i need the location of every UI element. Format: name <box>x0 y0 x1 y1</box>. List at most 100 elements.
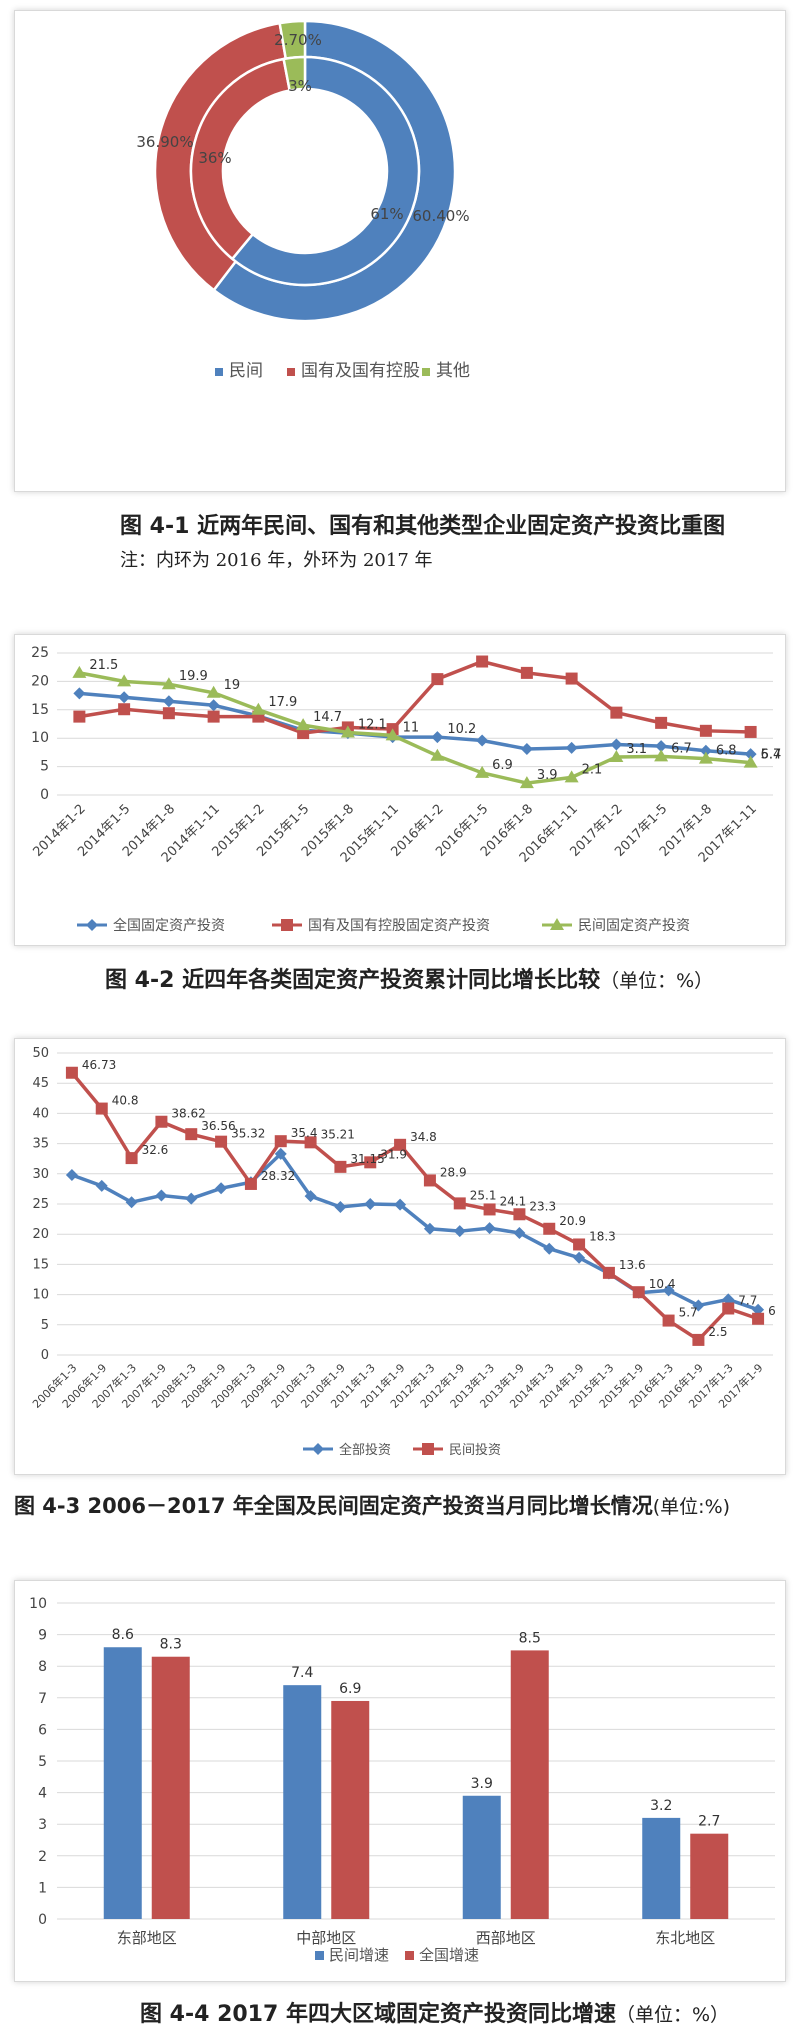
line1-series-0-point-12 <box>610 738 623 751</box>
line1-series-0-point-11 <box>565 741 578 754</box>
chart-1-caption: 图 4-1 近两年民间、国有和其他类型企业固定资产投资比重图 <box>120 508 725 540</box>
chart-4-caption-unit: （单位：%） <box>615 2004 730 2026</box>
donut-inner-label-2: 3% <box>288 77 312 95</box>
line2-series-1-label-16: 20.9 <box>559 1214 586 1228</box>
line1-series-2-label-6: 12.1 <box>358 718 387 733</box>
line2-series-1-label-0: 46.73 <box>82 1058 116 1072</box>
line2-series-1-label-21: 2.5 <box>708 1325 727 1339</box>
chart-2-panel: 0 5 10 15 20 25 2014年1-2 2014年1-5 2014年1-8 2014年1… <box>14 634 786 946</box>
line1-series-2-label-2: 19.9 <box>179 669 208 684</box>
line2-series-0-point-0 <box>65 1169 78 1182</box>
line2-series-1-point-18 <box>602 1266 615 1279</box>
line2-series-1-label-20: 5.7 <box>679 1306 698 1320</box>
line2-series-1-point-19 <box>632 1286 645 1299</box>
line2-series-1-point-12 <box>423 1174 436 1187</box>
line1-series-2-label-11: 2.1 <box>582 762 603 777</box>
chart-4-panel: 0 1 2 3 4 5 6 7 8 9 10 8.6 8.3 东部地区 7.4 6.9 中部地区 3.9 8.5 西部… <box>14 1580 786 1982</box>
line1-series-1-point-14 <box>699 724 712 737</box>
line-chart-1: 05101520252014年1-22014年1-52014年1-82014年1… <box>30 645 782 934</box>
line1-series-2-label-13: 6.7 <box>671 741 692 756</box>
line1-legend-marker-1 <box>281 919 293 931</box>
line2-series-1-point-22 <box>722 1302 735 1315</box>
bars-series-1-label-3: 2.7 <box>698 1814 720 1830</box>
bars-ytick-10: 10 <box>29 1596 47 1612</box>
line1-series-2-point-15 <box>743 755 758 768</box>
line2-series-1-point-7 <box>274 1135 287 1148</box>
line1-series-1-line <box>79 659 751 735</box>
chart-3-caption-text: 图 4-3 2006－2017 年全国及民间固定资产投资当月同比增长情况 <box>14 1494 653 1518</box>
line2-ytick-6: 30 <box>32 1167 49 1182</box>
line2-series-1-label-15: 23.3 <box>529 1199 556 1213</box>
bars-ytick-8: 8 <box>38 1659 47 1675</box>
line2-series-1-point-11 <box>394 1138 407 1151</box>
bars-xtick-1: 中部地区 <box>296 1929 356 1947</box>
line1-series-2-point-5 <box>296 718 311 731</box>
bars-ytick-2: 2 <box>38 1849 47 1865</box>
line1-series-0-point-10 <box>520 742 533 755</box>
bars-xtick-0: 东部地区 <box>117 1929 177 1947</box>
line1-series-2-label-15: 6.4 <box>761 748 782 763</box>
line2-series-1-label-5: 35.32 <box>231 1127 265 1141</box>
bars-series-0-label-3: 3.2 <box>650 1798 672 1814</box>
line2-series-0-point-17 <box>573 1251 586 1264</box>
line1-series-2-point-4 <box>251 702 266 715</box>
line2-series-0-point-8 <box>304 1190 317 1203</box>
line2-series-0-point-3 <box>155 1189 168 1202</box>
bars-series-0-bar-1 <box>283 1685 322 1919</box>
line2-series-1-label-4: 36.56 <box>201 1119 235 1133</box>
line2-series-1-point-14 <box>483 1203 496 1216</box>
line2-series-1-point-2 <box>125 1152 138 1165</box>
line1-series-2-label-14: 6.8 <box>716 744 737 759</box>
bars-ytick-3: 3 <box>38 1817 47 1833</box>
line2-ytick-10: 50 <box>32 1046 49 1061</box>
line1-series-0-point-0 <box>73 687 86 700</box>
line2-series-1-label-18: 13.6 <box>619 1258 646 1272</box>
line1-series-2-point-3 <box>206 685 221 698</box>
line2-series-0-point-23 <box>752 1303 765 1316</box>
line2-ytick-4: 20 <box>32 1227 49 1242</box>
line1-ytick-2: 10 <box>31 730 49 746</box>
line2-series-0-point-2 <box>125 1196 138 1209</box>
line-chart-2: 051015202530354045502006年1-32006年1-92007… <box>29 1046 775 1458</box>
donut-inner-label-1: 36% <box>198 149 231 167</box>
chart-3-panel: 0 5 10 15 20 25 30 35 40 45 50 2006年1-3 2006年1-9 2007… <box>14 1038 786 1475</box>
line1-series-2-point-11 <box>564 770 579 783</box>
line1-series-0-label-8: 10.2 <box>447 722 476 737</box>
line1-series-2-label-5: 14.7 <box>313 710 342 725</box>
chart-2-caption: 图 4-2 近四年各类固定资产投资累计同比增长比较（单位：%） <box>105 962 713 994</box>
chart-4-caption: 图 4-4 2017 年四大区域固定资产投资同比增速（单位：%） <box>140 1996 729 2028</box>
line2-series-1-point-9 <box>334 1160 347 1173</box>
bars-series-1-bar-0 <box>151 1656 190 1919</box>
bars-ytick-1: 1 <box>38 1880 47 1896</box>
donut-inner-slice-0 <box>230 55 421 287</box>
line2-series-1-point-13 <box>453 1197 466 1210</box>
line1-ytick-4: 20 <box>31 673 49 689</box>
donut-legend-label-0: 民间 <box>229 361 263 381</box>
bars-series-0-bar-2 <box>462 1795 501 1919</box>
donut-legend-swatch-2 <box>422 368 430 376</box>
line2-series-0-point-15 <box>513 1226 526 1239</box>
line2-series-0-point-10 <box>364 1198 377 1210</box>
chart-1-panel: 60.40% 36.90% 2.70% 61% 36% 3% 民间 国有及国有控股 其他 <box>14 10 786 492</box>
line2-series-1-label-8: 35.21 <box>321 1127 355 1141</box>
line1-series-1-point-10 <box>520 666 533 679</box>
line1-series-2-point-14 <box>698 751 713 764</box>
line1-series-2-label-12: 3.1 <box>626 742 647 757</box>
bars-xtick-3: 东北地区 <box>655 1929 715 1947</box>
line2-legend-marker-1 <box>422 1443 434 1455</box>
line2-series-1-label-22: 7.7 <box>738 1293 757 1307</box>
chart-4-caption-text: 图 4-4 2017 年四大区域固定资产投资同比增速 <box>140 2002 616 2027</box>
line1-series-1-point-15 <box>744 725 757 738</box>
line2-series-1-point-10 <box>364 1156 377 1169</box>
line2-series-0-point-14 <box>483 1222 496 1235</box>
line1-series-0-point-13 <box>655 740 668 753</box>
bars-series-1-bar-2 <box>510 1650 549 1919</box>
line2-series-1-point-20 <box>662 1314 675 1327</box>
donut-legend-label-2: 其他 <box>436 361 470 381</box>
donut-legend-swatch-0 <box>215 368 223 376</box>
line2-series-1-label-17: 18.3 <box>589 1229 616 1243</box>
chart-2-caption-text: 图 4-2 近四年各类固定资产投资累计同比增长比较 <box>105 968 601 993</box>
line1-series-2-point-6 <box>340 725 355 738</box>
line2-series-1-point-8 <box>304 1136 317 1149</box>
line1-ytick-5: 25 <box>31 645 49 661</box>
